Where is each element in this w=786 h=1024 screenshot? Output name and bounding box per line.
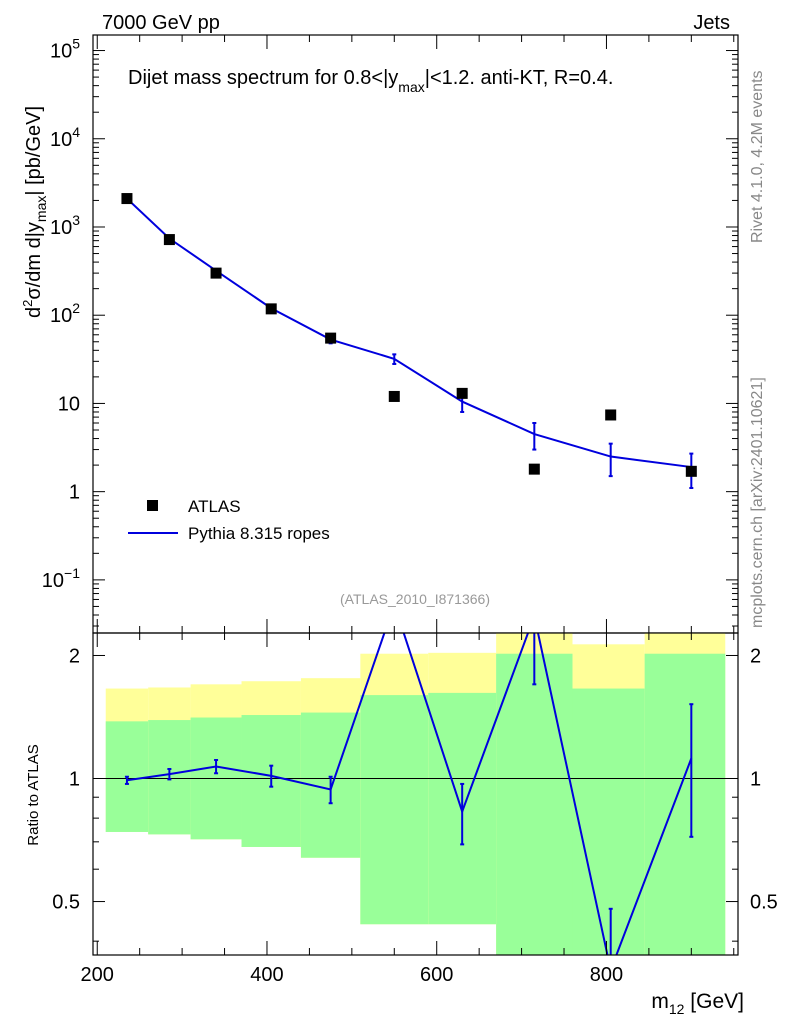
ratio-line bbox=[126, 633, 693, 955]
band-inner bbox=[644, 653, 726, 955]
ratio-mc-series bbox=[124, 633, 694, 955]
y-tick-label: 103 bbox=[50, 212, 80, 239]
legend-label-atlas: ATLAS bbox=[188, 497, 241, 516]
ratio-tick-label-left: 0.5 bbox=[52, 892, 80, 914]
analysis-tag: (ATLAS_2010_I871366) bbox=[340, 591, 490, 607]
chart-title-tail: |<1.2. anti-KT, R=0.4. bbox=[425, 67, 614, 89]
ratio-frame bbox=[92, 632, 739, 956]
legend: ATLAS Pythia 8.315 ropes bbox=[128, 497, 330, 543]
ratio-y-axis-label: Ratio to ATLAS bbox=[25, 744, 42, 845]
ratio-tick-label-right: 2 bbox=[750, 645, 761, 667]
ratio-tick-label-left: 1 bbox=[69, 769, 80, 791]
band-inner bbox=[572, 688, 645, 955]
header-right: Jets bbox=[693, 12, 730, 34]
y-tick-label: 1 bbox=[69, 482, 80, 504]
chart-title-main: Dijet mass spectrum for 0.8<|y bbox=[128, 67, 398, 89]
header-left: 7000 GeV pp bbox=[102, 12, 220, 34]
ratio-x-ticks: 200 400 600 800 bbox=[81, 633, 735, 986]
data-point bbox=[121, 193, 133, 205]
rivet-info: Rivet 4.1.0, 4.2M events bbox=[749, 70, 766, 243]
legend-label-pythia: Pythia 8.315 ropes bbox=[188, 524, 330, 543]
chart-title-sub: max bbox=[398, 79, 424, 95]
main-frame bbox=[92, 34, 739, 634]
y-tick-label: 104 bbox=[50, 124, 80, 151]
chart-title: Dijet mass spectrum for 0.8<|ymax|<1.2. … bbox=[128, 67, 613, 95]
y-tick-label: 105 bbox=[50, 36, 80, 63]
data-point bbox=[325, 332, 337, 344]
mcplots-info: mcplots.cern.ch [arXiv:2401.10621] bbox=[749, 377, 766, 628]
data-point bbox=[685, 465, 697, 477]
main-x-ticks bbox=[96, 35, 735, 633]
main-y-ticks: 10−1 1 10 102 103 104 105 bbox=[42, 36, 738, 627]
x-tick-label: 800 bbox=[590, 964, 623, 986]
mc-series bbox=[125, 196, 694, 490]
main-panel: Dijet mass spectrum for 0.8<|ymax|<1.2. … bbox=[20, 34, 739, 634]
data-point bbox=[388, 390, 400, 402]
ratio-tick-label-right: 0.5 bbox=[750, 892, 778, 914]
y-tick-label: 10−1 bbox=[42, 565, 80, 592]
data-point bbox=[528, 463, 540, 475]
x-tick-label: 400 bbox=[250, 964, 283, 986]
y-tick-label: 102 bbox=[50, 300, 80, 327]
ratio-y-ticks: 0.5 0.5 1 1 2 2 bbox=[52, 645, 778, 942]
data-series bbox=[121, 193, 697, 477]
y-axis-label: d2σ/dm d|ymax| [pb/GeV] bbox=[20, 106, 49, 318]
band-inner bbox=[496, 653, 573, 955]
y-tick-label: 10 bbox=[58, 393, 80, 415]
ratio-tick-label-left: 2 bbox=[69, 645, 80, 667]
data-point bbox=[210, 267, 222, 279]
mc-line bbox=[126, 197, 692, 469]
data-point bbox=[265, 303, 277, 315]
band-inner bbox=[360, 695, 429, 925]
ratio-panel: 0.5 0.5 1 1 2 2 200 400 600 800 Ratio to ATLAS bbox=[25, 632, 778, 986]
ratio-tick-label-right: 1 bbox=[750, 769, 761, 791]
x-tick-label: 200 bbox=[81, 964, 114, 986]
x-axis-label: m12 [GeV] bbox=[651, 990, 744, 1017]
ratio-bands bbox=[105, 633, 726, 955]
data-point bbox=[163, 234, 175, 246]
data-point bbox=[456, 387, 468, 399]
data-point bbox=[605, 409, 617, 421]
x-tick-label: 600 bbox=[420, 964, 453, 986]
legend-marker-atlas bbox=[147, 500, 158, 511]
